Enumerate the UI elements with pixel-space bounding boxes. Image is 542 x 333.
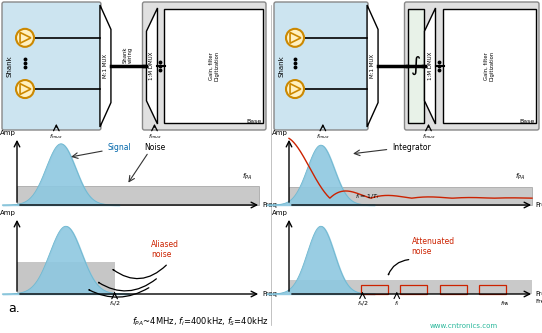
Text: Amp: Amp <box>272 210 288 216</box>
Text: 1:M DMUX: 1:M DMUX <box>150 52 154 80</box>
FancyArrowPatch shape <box>113 265 166 279</box>
Text: Base: Base <box>247 119 262 124</box>
Text: Attenuated
noise: Attenuated noise <box>411 236 455 256</box>
Text: Amp: Amp <box>0 130 16 136</box>
Text: Aliased
noise: Aliased noise <box>151 240 179 259</box>
Text: $f_{mux}$: $f_{mux}$ <box>316 132 330 141</box>
Text: www.cntronics.com: www.cntronics.com <box>430 323 498 329</box>
Text: $f_{PA}$~4MHz, $f_i$=400kHz, $f_S$=40kHz: $f_{PA}$~4MHz, $f_i$=400kHz, $f_S$=40kHz <box>132 316 268 328</box>
Bar <box>401 285 428 294</box>
FancyBboxPatch shape <box>408 9 423 123</box>
Text: Shank: Shank <box>7 55 13 77</box>
Circle shape <box>286 29 304 47</box>
Polygon shape <box>289 187 532 205</box>
FancyBboxPatch shape <box>274 2 368 130</box>
Polygon shape <box>100 5 111 127</box>
Polygon shape <box>17 262 114 294</box>
Text: Gain, filter
Digitization: Gain, filter Digitization <box>208 51 219 81</box>
Text: Freq: Freq <box>262 202 277 208</box>
Text: $f_s/2$: $f_s/2$ <box>357 299 369 308</box>
FancyArrowPatch shape <box>99 279 156 291</box>
Text: Amp: Amp <box>272 130 288 136</box>
Text: Noise: Noise <box>144 143 165 152</box>
Text: $f_{mux}$: $f_{mux}$ <box>49 132 63 141</box>
Text: Amp: Amp <box>0 210 16 216</box>
FancyArrowPatch shape <box>89 288 149 297</box>
Polygon shape <box>20 32 31 43</box>
Bar <box>362 285 388 294</box>
Text: $f_i=1/T_i$: $f_i=1/T_i$ <box>355 192 379 201</box>
Text: Shank: Shank <box>279 55 285 77</box>
FancyBboxPatch shape <box>143 2 266 130</box>
Text: Freq: Freq <box>262 291 277 297</box>
Polygon shape <box>289 280 532 294</box>
Text: a.: a. <box>8 301 20 314</box>
Text: Freq: Freq <box>535 299 542 304</box>
Bar <box>440 285 467 294</box>
Text: Base: Base <box>519 119 534 124</box>
Text: Integrator: Integrator <box>392 143 431 152</box>
Text: Freq: Freq <box>535 202 542 208</box>
Text: $f_i$: $f_i$ <box>394 299 399 308</box>
Text: Gain, filter
Digitization: Gain, filter Digitization <box>484 51 495 81</box>
Circle shape <box>16 29 34 47</box>
Text: M:1 MUX: M:1 MUX <box>103 54 108 78</box>
Polygon shape <box>20 84 31 95</box>
Polygon shape <box>17 186 259 205</box>
Text: $f_{PA}$: $f_{PA}$ <box>515 172 525 182</box>
Polygon shape <box>424 8 436 124</box>
Circle shape <box>286 80 304 98</box>
Text: $f_{PA}$: $f_{PA}$ <box>242 172 252 182</box>
Bar <box>479 285 506 294</box>
Text: $f_{mux}$: $f_{mux}$ <box>147 132 162 141</box>
FancyBboxPatch shape <box>442 9 536 123</box>
Text: $\int$: $\int$ <box>410 55 421 77</box>
FancyBboxPatch shape <box>164 9 263 123</box>
Text: $f_{mux}$: $f_{mux}$ <box>422 132 435 141</box>
Text: M:1 MUX: M:1 MUX <box>370 54 375 78</box>
Text: Shank
wiring: Shank wiring <box>122 47 133 63</box>
Polygon shape <box>290 84 301 95</box>
FancyBboxPatch shape <box>404 2 539 130</box>
Circle shape <box>16 80 34 98</box>
Polygon shape <box>146 8 158 124</box>
Polygon shape <box>290 32 301 43</box>
FancyArrowPatch shape <box>389 260 409 275</box>
FancyBboxPatch shape <box>2 2 101 130</box>
Polygon shape <box>367 5 378 127</box>
Text: $f_s/2$: $f_s/2$ <box>108 299 120 308</box>
Text: $f_{PA}$: $f_{PA}$ <box>500 299 509 308</box>
Text: 1:M DMUX: 1:M DMUX <box>428 52 433 80</box>
Text: Signal: Signal <box>107 143 131 152</box>
Text: Freq: Freq <box>535 291 542 297</box>
